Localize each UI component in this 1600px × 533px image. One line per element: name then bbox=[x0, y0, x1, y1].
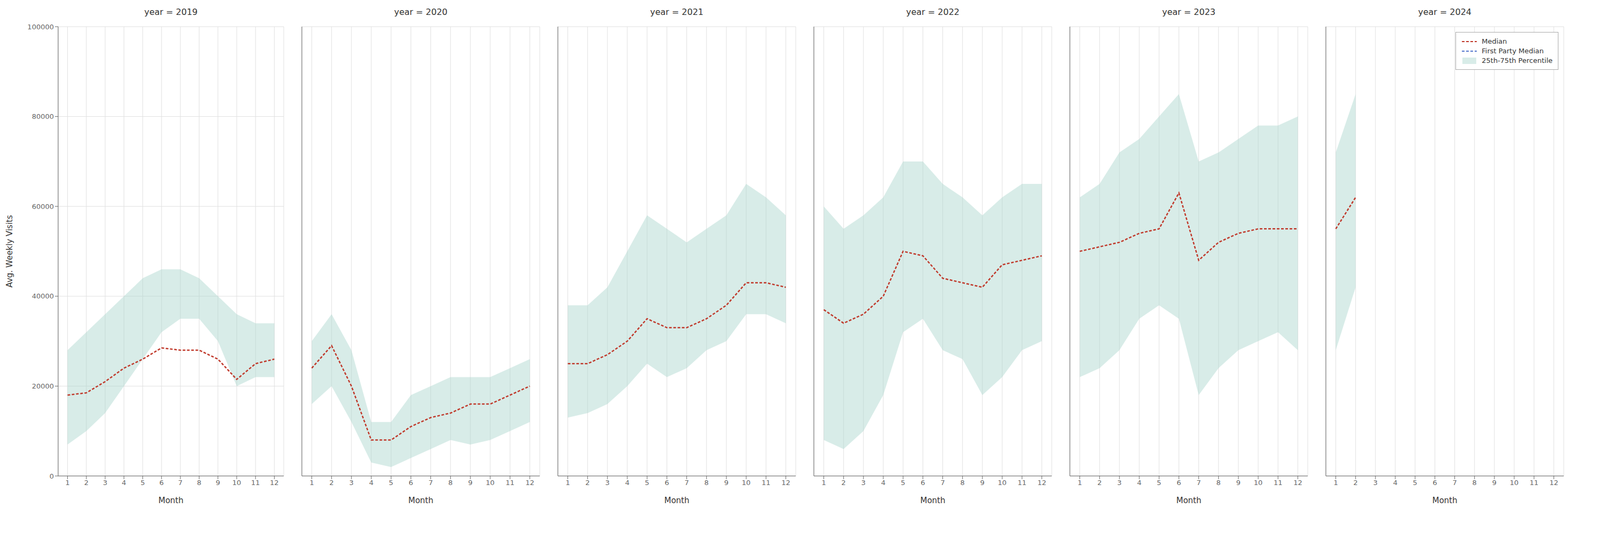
html-text:year = 2019: year = 2019 bbox=[144, 6, 198, 18]
svg-text:10: 10 bbox=[485, 478, 495, 487]
svg-text:3: 3 bbox=[861, 478, 866, 487]
html-text:25th-75th Percentile: 25th-75th Percentile bbox=[1481, 56, 1553, 65]
svg-text:6: 6 bbox=[1432, 478, 1437, 487]
svg-text:1: 1 bbox=[65, 478, 70, 487]
svg-text:11: 11 bbox=[251, 478, 261, 487]
svg-text:5: 5 bbox=[1412, 478, 1418, 487]
svg-text:2: 2 bbox=[841, 478, 846, 487]
svg-text:10: 10 bbox=[741, 478, 751, 487]
svg-text:Month: Month bbox=[158, 496, 184, 506]
svg-text:7: 7 bbox=[684, 478, 689, 487]
svg-text:Month: Month bbox=[664, 496, 690, 506]
svg-text:4: 4 bbox=[625, 478, 630, 487]
svg-text:11: 11 bbox=[1017, 478, 1027, 487]
html-text:year = 2020: year = 2020 bbox=[394, 6, 448, 18]
svg-text:12: 12 bbox=[1037, 478, 1047, 487]
svg-text:11: 11 bbox=[1273, 478, 1283, 487]
svg-text:6: 6 bbox=[408, 478, 413, 487]
html-text:year = 2021: year = 2021 bbox=[650, 6, 704, 18]
svg-text:8: 8 bbox=[448, 478, 453, 487]
svg-text:7: 7 bbox=[1196, 478, 1201, 487]
svg-text:12: 12 bbox=[269, 478, 279, 487]
svg-text:11: 11 bbox=[761, 478, 771, 487]
svg-text:8: 8 bbox=[196, 478, 202, 487]
svg-text:100000: 100000 bbox=[27, 22, 54, 31]
svg-text:11: 11 bbox=[1529, 478, 1539, 487]
svg-text:Avg. Weekly Visits: Avg. Weekly Visits bbox=[4, 214, 15, 288]
svg-text:10: 10 bbox=[1509, 478, 1519, 487]
svg-text:6: 6 bbox=[1176, 478, 1181, 487]
svg-text:10: 10 bbox=[232, 478, 242, 487]
svg-text:1: 1 bbox=[565, 478, 570, 487]
svg-text:9: 9 bbox=[468, 478, 473, 487]
svg-text:2: 2 bbox=[84, 478, 89, 487]
svg-text:12: 12 bbox=[1293, 478, 1303, 487]
svg-text:10: 10 bbox=[1253, 478, 1263, 487]
svg-text:80000: 80000 bbox=[32, 112, 54, 121]
svg-text:Month: Month bbox=[408, 496, 434, 506]
svg-text:5: 5 bbox=[644, 478, 650, 487]
svg-text:7: 7 bbox=[1452, 478, 1457, 487]
svg-text:Month: Month bbox=[1176, 496, 1202, 506]
svg-text:40000: 40000 bbox=[32, 292, 54, 301]
svg-text:3: 3 bbox=[102, 478, 108, 487]
svg-text:2: 2 bbox=[329, 478, 334, 487]
svg-text:9: 9 bbox=[1492, 478, 1497, 487]
svg-text:6: 6 bbox=[664, 478, 669, 487]
svg-text:6: 6 bbox=[920, 478, 925, 487]
svg-text:2: 2 bbox=[585, 478, 590, 487]
svg-text:4: 4 bbox=[1393, 478, 1398, 487]
svg-text:5: 5 bbox=[1156, 478, 1162, 487]
svg-text:3: 3 bbox=[1373, 478, 1378, 487]
svg-text:0: 0 bbox=[49, 472, 54, 481]
html-text:year = 2022: year = 2022 bbox=[906, 6, 960, 18]
svg-text:2: 2 bbox=[1353, 478, 1358, 487]
svg-text:7: 7 bbox=[178, 478, 183, 487]
svg-text:8: 8 bbox=[960, 478, 965, 487]
svg-text:9: 9 bbox=[724, 478, 729, 487]
svg-text:4: 4 bbox=[369, 478, 374, 487]
svg-text:2: 2 bbox=[1097, 478, 1102, 487]
svg-text:11: 11 bbox=[505, 478, 515, 487]
svg-text:4: 4 bbox=[121, 478, 126, 487]
svg-text:20000: 20000 bbox=[32, 382, 54, 391]
svg-text:5: 5 bbox=[900, 478, 906, 487]
svg-text:1: 1 bbox=[821, 478, 826, 487]
svg-text:12: 12 bbox=[1549, 478, 1559, 487]
svg-text:9: 9 bbox=[215, 478, 220, 487]
html-text:First Party Median: First Party Median bbox=[1481, 46, 1544, 55]
svg-text:6: 6 bbox=[159, 478, 164, 487]
svg-text:8: 8 bbox=[1472, 478, 1477, 487]
svg-text:12: 12 bbox=[781, 478, 791, 487]
svg-text:8: 8 bbox=[704, 478, 709, 487]
svg-text:Month: Month bbox=[920, 496, 946, 506]
svg-text:60000: 60000 bbox=[32, 202, 54, 211]
svg-text:7: 7 bbox=[428, 478, 433, 487]
svg-text:9: 9 bbox=[1236, 478, 1241, 487]
svg-text:1: 1 bbox=[309, 478, 314, 487]
svg-text:3: 3 bbox=[349, 478, 354, 487]
svg-text:5: 5 bbox=[388, 478, 394, 487]
svg-text:1: 1 bbox=[1077, 478, 1082, 487]
html-text:Median: Median bbox=[1481, 37, 1507, 46]
svg-text:10: 10 bbox=[997, 478, 1007, 487]
svg-text:3: 3 bbox=[605, 478, 610, 487]
svg-text:3: 3 bbox=[1117, 478, 1122, 487]
svg-text:4: 4 bbox=[1137, 478, 1142, 487]
svg-text:12: 12 bbox=[525, 478, 535, 487]
svg-text:8: 8 bbox=[1216, 478, 1221, 487]
svg-text:4: 4 bbox=[881, 478, 886, 487]
svg-text:5: 5 bbox=[140, 478, 145, 487]
html-text:year = 2023: year = 2023 bbox=[1162, 6, 1216, 18]
svg-text:1: 1 bbox=[1333, 478, 1338, 487]
svg-text:9: 9 bbox=[980, 478, 985, 487]
html-text:year = 2024: year = 2024 bbox=[1418, 6, 1472, 18]
svg-text:Month: Month bbox=[1432, 496, 1458, 506]
svg-text:7: 7 bbox=[940, 478, 945, 487]
